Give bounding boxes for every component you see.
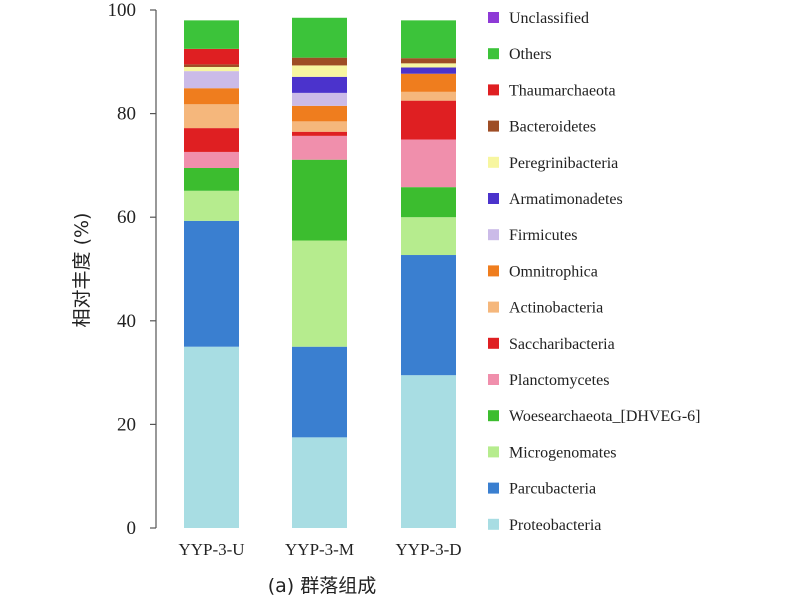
x-category-label: YYP-3-U (178, 540, 244, 559)
legend-swatch (488, 337, 499, 349)
legend-label: Peregrinibacteria (509, 155, 618, 172)
x-axis-labels: YYP-3-U YYP-3-M YYP-3-D (178, 540, 461, 559)
legend-label: Thaumarchaeota (509, 82, 616, 99)
bar-segment (184, 151, 239, 168)
bar-segment (184, 104, 239, 129)
y-tick-label: 20 (117, 414, 136, 435)
bar-segment (401, 100, 456, 140)
legend-swatch (488, 410, 499, 422)
bar-segment (401, 58, 456, 64)
legend-label: Actinobacteria (509, 300, 603, 317)
legend-swatch (488, 12, 499, 23)
bar-segment (401, 139, 456, 188)
bar-segment (292, 131, 347, 136)
legend: Unclassified Others Thaumarchaeota Bacteroi… (488, 10, 701, 534)
bar-segment (184, 66, 239, 72)
y-axis-title: 相对丰度 (%) (71, 213, 93, 328)
y-tick-label: 100 (108, 0, 137, 21)
legend-swatch (488, 84, 499, 96)
x-category-label: YYP-3-D (395, 540, 461, 559)
bar-segment (184, 346, 239, 528)
bar-segment (184, 128, 239, 152)
bar-segment (292, 437, 347, 528)
bar-segment (184, 71, 239, 89)
bar-segment (401, 91, 456, 101)
legend-swatch (488, 301, 499, 313)
legend-label: Omnitrophica (509, 263, 598, 280)
legend-label: Firmicutes (509, 227, 577, 244)
legend-label: Microgenomates (509, 444, 617, 461)
bars (184, 17, 456, 528)
legend-label: Parcubacteria (509, 481, 596, 498)
bar-segment (292, 135, 347, 160)
x-category-label: YYP-3-M (285, 540, 354, 559)
bar-segment (292, 65, 347, 77)
bar-segment (401, 255, 456, 376)
y-axis-ticks: 0 20 40 60 80 100 (108, 0, 156, 539)
legend-swatch (488, 229, 499, 241)
bar-segment (401, 67, 456, 74)
bar-segment (292, 92, 347, 106)
legend-label: Proteobacteria (509, 517, 601, 534)
bar-segment (292, 76, 347, 93)
legend-swatch (488, 446, 499, 458)
legend-label: Woesearchaeota_[DHVEG-6] (509, 408, 701, 425)
y-tick-label: 40 (117, 311, 136, 332)
legend-label: Saccharibacteria (509, 336, 615, 353)
bar-segment (184, 220, 239, 347)
legend-swatch (488, 518, 499, 530)
y-tick-label: 0 (127, 518, 137, 539)
bar-segment (401, 375, 456, 528)
bar-segment (292, 17, 347, 58)
legend-label: Bacteroidetes (509, 119, 596, 136)
bar-segment (292, 121, 347, 132)
bar-segment (401, 63, 456, 68)
bar-segment (292, 159, 347, 241)
bar-segment (184, 190, 239, 221)
legend-label: Planctomycetes (509, 372, 609, 389)
legend-label: Unclassified (509, 10, 589, 27)
y-tick-label: 60 (117, 207, 136, 228)
legend-swatch (488, 374, 499, 385)
bar-segment (184, 167, 239, 191)
bar-segment (292, 346, 347, 438)
legend-swatch (488, 120, 499, 132)
y-tick-label: 80 (117, 104, 136, 125)
legend-swatch (488, 482, 499, 494)
legend-label: Others (509, 46, 552, 63)
bar-segment (184, 88, 239, 105)
legend-swatch (488, 193, 499, 204)
bar-segment (292, 57, 347, 66)
bar-segment (401, 20, 456, 59)
bar-segment (292, 105, 347, 122)
bar-segment (401, 187, 456, 218)
bar-segment (292, 240, 347, 347)
legend-swatch (488, 265, 499, 277)
bar-segment (401, 217, 456, 256)
bar-segment (184, 64, 239, 67)
bar-segment (184, 20, 239, 49)
chart-caption: (a) 群落组成 (268, 575, 377, 597)
legend-label: Armatimonadetes (509, 191, 623, 208)
bar-segment (401, 73, 456, 92)
legend-swatch (488, 156, 499, 168)
bar-segment (184, 48, 239, 65)
legend-swatch (488, 48, 499, 60)
